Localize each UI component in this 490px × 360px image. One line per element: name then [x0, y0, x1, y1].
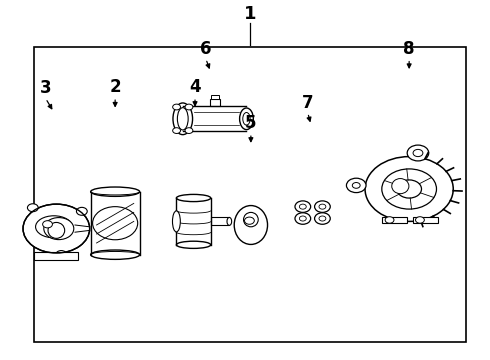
- Circle shape: [346, 178, 366, 193]
- Circle shape: [295, 213, 311, 224]
- Bar: [34, 252, 78, 260]
- Circle shape: [352, 183, 360, 188]
- Text: 1: 1: [244, 5, 256, 23]
- Circle shape: [43, 221, 52, 228]
- Bar: [211, 217, 229, 225]
- Ellipse shape: [227, 217, 232, 225]
- Circle shape: [413, 149, 423, 157]
- Circle shape: [407, 145, 429, 161]
- Ellipse shape: [392, 179, 409, 194]
- Ellipse shape: [177, 108, 188, 130]
- Circle shape: [319, 216, 326, 221]
- Circle shape: [382, 169, 437, 209]
- Text: 7: 7: [302, 94, 314, 112]
- Circle shape: [76, 207, 87, 215]
- Ellipse shape: [36, 216, 72, 238]
- Text: 2: 2: [109, 78, 121, 96]
- Circle shape: [295, 201, 311, 212]
- Circle shape: [172, 104, 180, 110]
- Ellipse shape: [91, 187, 140, 197]
- Circle shape: [27, 204, 38, 212]
- Bar: [211, 95, 219, 99]
- Circle shape: [397, 180, 421, 198]
- Ellipse shape: [244, 212, 258, 227]
- Text: 3: 3: [40, 79, 51, 97]
- Ellipse shape: [176, 194, 211, 202]
- Ellipse shape: [234, 206, 268, 244]
- Bar: [382, 217, 407, 223]
- Circle shape: [44, 217, 74, 240]
- Bar: [210, 99, 220, 106]
- Text: 8: 8: [403, 40, 415, 58]
- Ellipse shape: [176, 241, 211, 248]
- Bar: [34, 47, 465, 342]
- Circle shape: [385, 217, 394, 223]
- Circle shape: [185, 128, 193, 134]
- Bar: [413, 217, 438, 223]
- Ellipse shape: [91, 250, 140, 259]
- Circle shape: [365, 157, 453, 221]
- Circle shape: [319, 204, 326, 209]
- Circle shape: [315, 213, 330, 224]
- Ellipse shape: [172, 211, 180, 232]
- Circle shape: [299, 216, 306, 221]
- Circle shape: [93, 207, 138, 240]
- Circle shape: [416, 217, 424, 223]
- Circle shape: [299, 204, 306, 209]
- Ellipse shape: [48, 222, 65, 238]
- Circle shape: [185, 104, 193, 110]
- Circle shape: [56, 251, 67, 258]
- Text: 4: 4: [189, 78, 201, 96]
- Ellipse shape: [243, 112, 250, 125]
- Ellipse shape: [173, 103, 193, 135]
- Text: 5: 5: [245, 114, 257, 132]
- Text: 6: 6: [200, 40, 212, 58]
- Circle shape: [245, 217, 254, 224]
- Circle shape: [23, 204, 90, 253]
- Circle shape: [315, 201, 330, 212]
- Ellipse shape: [240, 108, 253, 130]
- Circle shape: [172, 128, 180, 134]
